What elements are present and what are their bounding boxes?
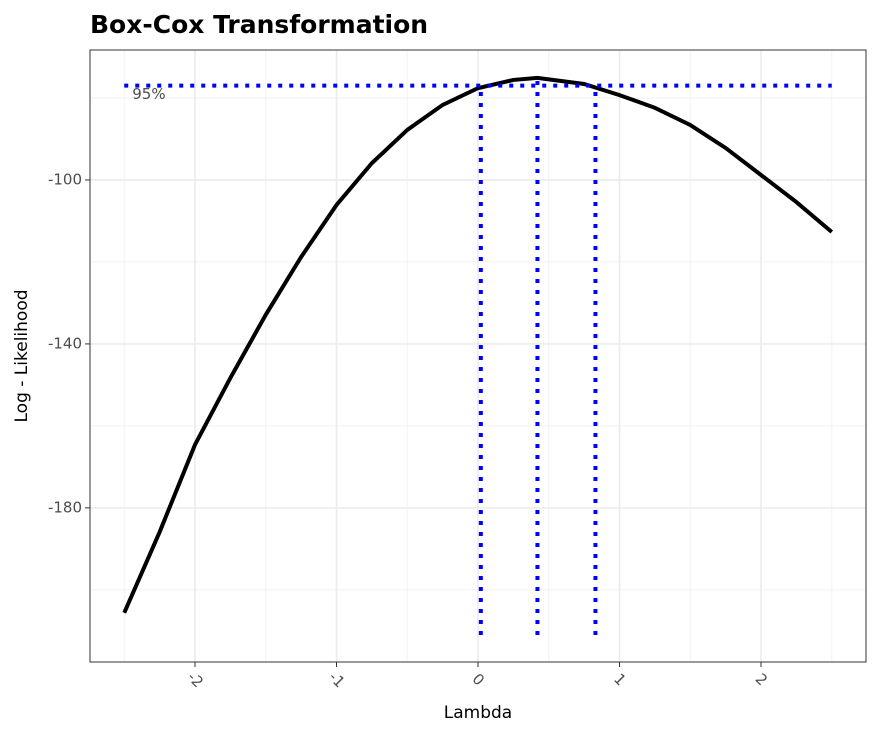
ci-label: 95%	[132, 85, 165, 103]
y-tick-label: -100	[48, 170, 82, 188]
x-tick-label: 2	[752, 670, 771, 689]
panel-border	[89, 49, 867, 663]
x-tick-label: -2	[184, 668, 207, 691]
x-tick-label: 0	[469, 670, 488, 689]
y-tick-label: -140	[48, 334, 82, 352]
y-axis-title: Log - Likelihood	[12, 289, 32, 422]
likelihood-curve	[122, 75, 834, 614]
x-axis-title: Lambda	[444, 703, 512, 723]
chart-title: Box-Cox Transformation	[90, 10, 428, 39]
y-tick-label: -180	[48, 498, 82, 516]
x-tick-label: -1	[325, 668, 348, 691]
x-tick-label: 1	[610, 670, 629, 689]
